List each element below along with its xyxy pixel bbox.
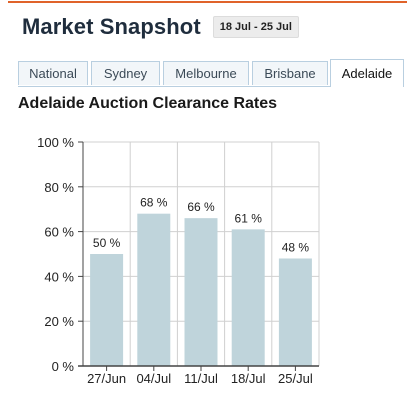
bar-18-jul (231, 229, 265, 366)
tab-melbourne[interactable]: Melbourne (163, 61, 249, 85)
y-tick-label: 100 % (37, 135, 74, 150)
tab-label: Sydney (103, 66, 148, 81)
tab-national[interactable]: National (18, 61, 88, 85)
bar-27-jun (90, 254, 124, 366)
date-range-badge: 18 Jul - 25 Jul (212, 16, 299, 38)
page-title: Market Snapshot (22, 14, 201, 39)
y-tick-label: 40 % (44, 269, 74, 284)
bar-data-label: 50 % (93, 236, 121, 250)
bar-data-label: 48 % (282, 240, 310, 254)
tab-label: Adelaide (341, 66, 393, 81)
bar-data-label: 61 % (235, 211, 263, 225)
bar-25-jul (278, 258, 312, 366)
y-tick-label: 60 % (44, 225, 74, 240)
tab-adelaide[interactable]: Adelaide (330, 59, 404, 87)
chart-title: Adelaide Auction Clearance Rates (18, 95, 278, 112)
tab-label: Melbourne (175, 66, 237, 81)
x-tick-label: 18/Jul (231, 371, 266, 386)
page-header: Market Snapshot 18 Jul - 25 Jul (22, 14, 299, 40)
x-tick-label: 25/Jul (278, 371, 313, 386)
header-accent-rule (8, 1, 407, 3)
bar-11-jul (184, 218, 218, 366)
tab-sydney[interactable]: Sydney (91, 61, 160, 85)
x-tick-label: 04/Jul (136, 371, 171, 386)
tab-label: Brisbane (264, 66, 316, 81)
bar-data-label: 68 % (140, 196, 168, 210)
y-tick-label: 0 % (52, 359, 75, 374)
y-tick-label: 80 % (44, 180, 74, 195)
x-tick-label: 27/Jun (87, 371, 126, 386)
tab-brisbane[interactable]: Brisbane (252, 61, 328, 85)
bar-04-jul (137, 213, 171, 366)
x-tick-label: 11/Jul (184, 371, 218, 386)
city-tabs: National Sydney Melbourne Brisbane Adela… (18, 59, 404, 87)
y-tick-label: 20 % (44, 314, 74, 329)
tab-label: National (29, 66, 77, 81)
bar-data-label: 66 % (187, 200, 215, 214)
